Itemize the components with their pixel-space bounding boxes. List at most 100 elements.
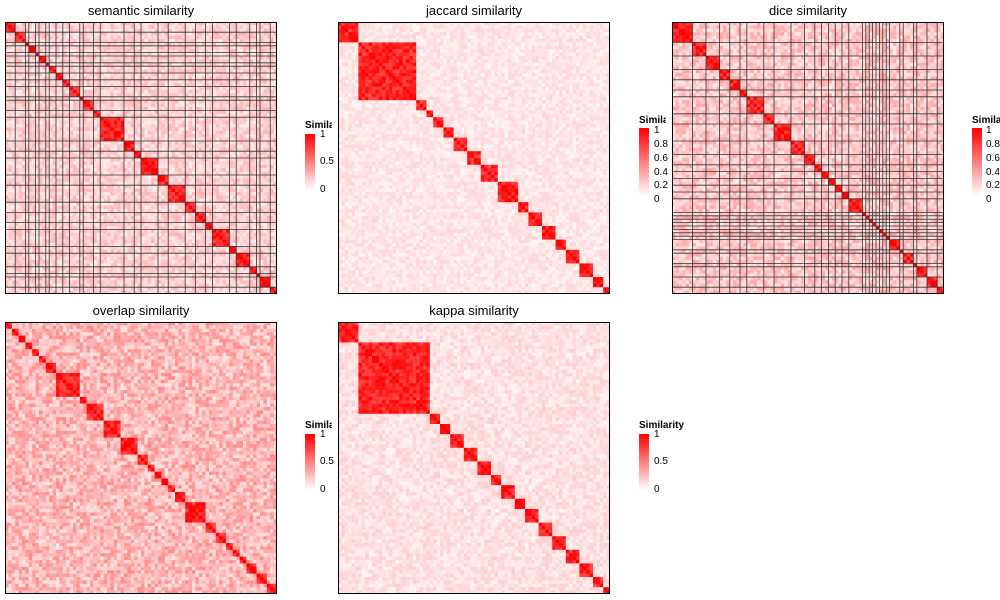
heatmap-cell [22, 185, 26, 189]
heatmap-cell [100, 209, 104, 213]
heatmap-cell [127, 25, 132, 30]
heatmap-cell [86, 32, 91, 36]
heatmap-cell [76, 147, 81, 152]
heatmap-cell [52, 181, 57, 186]
heatmap-cell [198, 79, 203, 84]
heatmap-cell [93, 192, 98, 196]
heatmap-cell [222, 59, 227, 64]
heatmap-cell [181, 195, 186, 200]
heatmap-cell [69, 226, 74, 230]
heatmap-cell [8, 137, 13, 142]
heatmap-cell [79, 229, 84, 234]
heatmap-cell [134, 32, 138, 36]
heatmap-cell [73, 49, 77, 53]
heatmap-cell [8, 59, 13, 64]
heatmap-cell [236, 137, 240, 142]
heatmap-cell [73, 144, 77, 149]
heatmap-cell [35, 226, 40, 230]
heatmap-cell [164, 185, 169, 189]
heatmap-cell [154, 130, 159, 135]
heatmap-cell [103, 49, 108, 53]
heatmap-cell [5, 141, 9, 145]
heatmap-cell [266, 188, 271, 193]
heatmap-cell [239, 52, 244, 57]
heatmap-cell [93, 158, 98, 162]
heatmap-cell [39, 25, 43, 30]
heatmap-cell [158, 137, 162, 142]
heatmap-cell [168, 178, 172, 183]
heatmap-cell [96, 222, 101, 227]
heatmap-cell [8, 22, 13, 26]
heatmap-cell [178, 158, 183, 162]
heatmap-cell [134, 185, 138, 189]
heatmap-cell [100, 226, 104, 230]
heatmap-cell [117, 45, 121, 50]
heatmap-cell [212, 178, 217, 183]
heatmap-cell [107, 181, 111, 186]
heatmap-cell [266, 134, 271, 138]
heatmap-cell [28, 107, 33, 111]
heatmap-cell [66, 59, 70, 64]
heatmap-cell [18, 25, 23, 30]
heatmap-cell [107, 59, 111, 64]
heatmap-cell [52, 52, 57, 57]
heatmap-cell [239, 100, 244, 104]
heatmap-cell [154, 42, 159, 47]
heatmap-cell [144, 79, 149, 84]
heatmap-cell [90, 96, 94, 101]
heatmap-cell [28, 175, 33, 179]
heatmap-cell [215, 124, 220, 128]
heatmap-cell [124, 49, 128, 53]
heatmap-cell [69, 134, 74, 138]
heatmap-cell [130, 32, 135, 36]
heatmap-cell [96, 59, 101, 64]
heatmap-cell [175, 45, 179, 50]
heatmap-cell [205, 164, 210, 169]
heatmap-cell [124, 229, 128, 234]
heatmap-cell [192, 178, 196, 183]
heatmap-cell [239, 141, 244, 145]
heatmap-cell [161, 226, 166, 230]
heatmap-cell [226, 226, 230, 230]
heatmap-cell [8, 110, 13, 115]
heatmap-cell [198, 117, 203, 121]
heatmap-cell [22, 120, 26, 125]
heatmap-cell [107, 185, 111, 189]
heatmap-cell [49, 113, 53, 118]
heatmap-cell [49, 229, 53, 234]
heatmap-cell [144, 90, 149, 94]
heatmap-cell [56, 192, 60, 196]
heatmap-cell [147, 164, 152, 169]
heatmap-cell [246, 181, 251, 186]
heatmap-cell [127, 73, 132, 77]
heatmap-cell [32, 151, 36, 155]
heatmap-cell [175, 212, 179, 217]
heatmap-cell [32, 134, 36, 138]
heatmap-cell [107, 127, 111, 132]
heatmap-cell [181, 188, 186, 193]
heatmap-cell [185, 219, 189, 223]
heatmap-cell [263, 181, 268, 186]
heatmap-cell [168, 137, 172, 142]
heatmap-cell [86, 212, 91, 217]
heatmap-cell [263, 161, 268, 166]
heatmap-cell [270, 229, 274, 234]
heatmap-cell [83, 205, 87, 210]
heatmap-cell [124, 79, 128, 84]
heatmap-cell [66, 66, 70, 70]
heatmap-cell [93, 171, 98, 176]
heatmap-cell [8, 100, 13, 104]
heatmap-cell [107, 83, 111, 87]
heatmap-cell [11, 113, 16, 118]
heatmap-cell [164, 49, 169, 53]
heatmap-cell [141, 147, 145, 152]
heatmap-cell [127, 79, 132, 84]
heatmap-cell [137, 49, 142, 53]
heatmap-cell [62, 96, 67, 101]
heatmap-cell [188, 205, 193, 210]
heatmap-cell [113, 66, 118, 70]
heatmap-cell [66, 42, 70, 47]
heatmap-cell [86, 154, 91, 159]
heatmap-cell [154, 158, 159, 162]
heatmap-cell [130, 100, 135, 104]
